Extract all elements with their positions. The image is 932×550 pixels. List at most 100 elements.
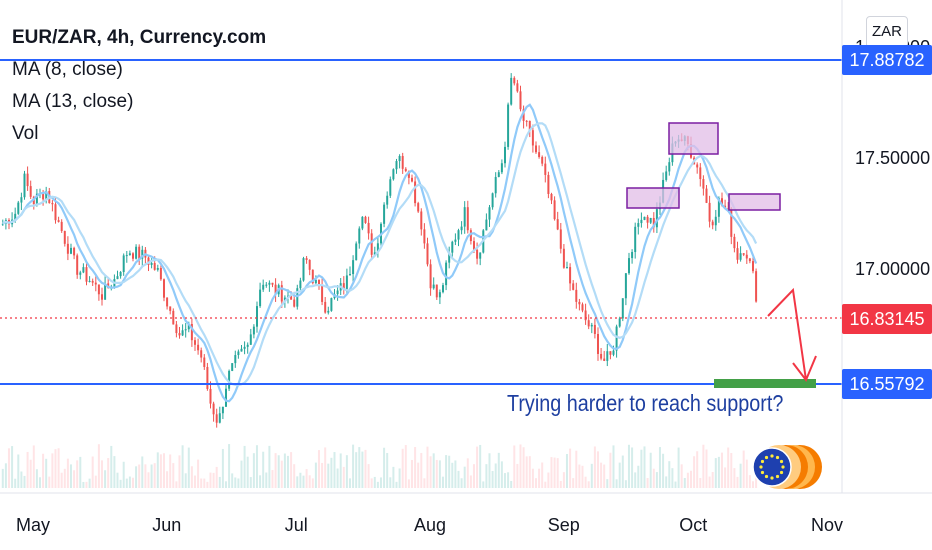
star-icon: [781, 465, 785, 469]
candle-body: [534, 145, 537, 153]
chart-title[interactable]: EUR/ZAR, 4h, Currency.com: [12, 27, 267, 48]
candle-body: [596, 333, 599, 354]
volume-bar: [445, 455, 448, 488]
volume-bar: [379, 477, 382, 488]
candle-body: [755, 271, 758, 302]
candle-body: [525, 120, 528, 122]
volume-bar: [460, 478, 463, 488]
candle-body: [435, 284, 438, 298]
candle-body: [463, 207, 466, 227]
time-tick-label: Aug: [414, 515, 446, 535]
volume-bar: [311, 478, 314, 488]
candle-body: [448, 252, 451, 263]
star-icon: [779, 470, 784, 475]
candle-body: [358, 228, 361, 244]
candle-body: [631, 252, 634, 259]
candle-body: [395, 161, 398, 170]
volume-bar: [308, 475, 311, 488]
candle-body: [255, 306, 258, 327]
volume-bar: [389, 477, 392, 488]
volume-bar: [392, 466, 395, 488]
candle-body: [457, 230, 460, 240]
candle-body: [736, 248, 739, 260]
candle-body: [35, 193, 38, 205]
time-tick-label: Jul: [285, 515, 308, 535]
volume-bar: [386, 452, 389, 488]
candle-body: [541, 156, 544, 164]
volume-bar: [724, 467, 727, 488]
time-axis[interactable]: May Jun Jul Aug Sep Oct Nov: [16, 515, 843, 535]
candle-body: [472, 241, 475, 250]
volume-bar: [469, 475, 472, 488]
volume-bar: [417, 462, 420, 488]
volume-bar: [181, 445, 184, 488]
volume-bar: [135, 466, 138, 488]
candle-body: [714, 216, 717, 226]
candle-body: [432, 284, 435, 289]
candle-body: [156, 267, 159, 270]
candle-body: [262, 284, 265, 290]
volume-bar: [45, 458, 48, 488]
volume-bar: [596, 451, 599, 488]
candle-body: [116, 276, 119, 280]
candle-body: [63, 231, 66, 244]
candle-body: [203, 357, 206, 367]
candle-body: [528, 120, 531, 131]
candle-body: [324, 301, 327, 313]
candle-body: [345, 275, 348, 289]
candle-body: [696, 164, 699, 168]
volume-bar: [302, 475, 305, 488]
candle-body: [519, 91, 522, 110]
candle-body: [150, 262, 153, 265]
ma8-legend[interactable]: MA (8, close): [12, 59, 123, 80]
volume-bar: [615, 479, 618, 488]
volume-bar: [420, 452, 423, 488]
star-icon: [759, 465, 763, 469]
volume-bar: [234, 477, 237, 488]
candle-body: [317, 279, 320, 286]
candle-body: [218, 413, 221, 423]
volume-bar: [717, 456, 720, 488]
candle-body: [581, 304, 584, 311]
currency-badge[interactable]: ZAR: [866, 16, 908, 48]
volume-bar: [600, 462, 603, 488]
ma13-legend[interactable]: MA (13, close): [12, 91, 134, 112]
candle-body: [159, 267, 162, 280]
volume-bar: [423, 478, 426, 488]
volume-bar: [507, 472, 510, 488]
candle-body: [76, 255, 79, 275]
price-tick-label: 17.50000: [855, 148, 930, 168]
candle-body: [336, 290, 339, 295]
candle-body: [299, 280, 302, 289]
volume-bar: [702, 444, 705, 488]
candle-body: [1, 223, 4, 225]
star-icon: [775, 455, 780, 460]
volume-bar: [156, 452, 159, 488]
volume-bar: [317, 450, 320, 488]
candle-body: [386, 195, 389, 205]
candle-body: [26, 173, 29, 187]
volume-bar: [175, 481, 178, 488]
volume-bar: [212, 472, 215, 488]
volume-bar: [525, 456, 528, 488]
candle-body: [104, 283, 107, 300]
candle-body: [491, 193, 494, 208]
candle-body: [476, 249, 479, 259]
volume-bar: [435, 459, 438, 488]
candle-body: [88, 280, 91, 282]
volume-legend[interactable]: Vol: [12, 123, 39, 144]
volume-bar: [246, 456, 249, 488]
volume-bar: [141, 456, 144, 488]
volume-bar: [85, 481, 88, 488]
volume-bar: [367, 464, 370, 488]
candle-body: [370, 233, 373, 255]
candle-body: [348, 274, 351, 276]
volume-bar: [38, 477, 41, 488]
star-icon: [770, 476, 774, 480]
volume-bar: [314, 462, 317, 488]
candle-body: [407, 171, 410, 178]
candle-body: [265, 284, 268, 286]
candle-body: [565, 267, 568, 269]
